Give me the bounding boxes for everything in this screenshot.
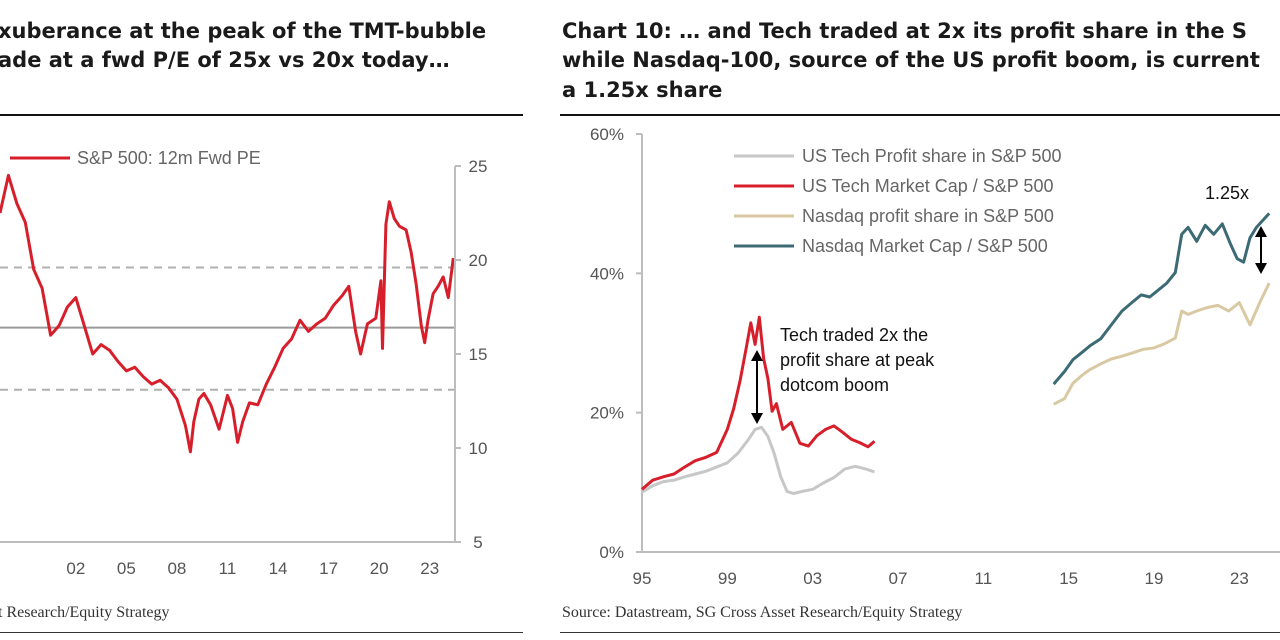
right-y-tick: 40% — [590, 264, 624, 283]
right-legend-label: US Tech Market Cap / S&P 500 — [802, 176, 1053, 196]
left-chart: 02 05 08 11 14 17 20 23 25 20 15 10 5 S&P 500: 12m F… — [0, 148, 488, 578]
tech-market-cap-line — [641, 315, 876, 491]
left-title-line-1: xuberance at the peak of the TMT-bubble — [0, 19, 487, 43]
right-x-tick: 07 — [889, 569, 908, 588]
nasdaq-arrow-head-up — [1255, 226, 1267, 237]
right-title-line-1: Chart 10: … and Tech traded at 2x its pr… — [562, 19, 1248, 43]
right-chart: 60% 40% 20% 0% 95 99 03 07 11 15 19 23 US Tech Prof… — [590, 125, 1280, 588]
right-title-rule — [560, 114, 1280, 116]
dotcom-arrow-head-down — [751, 413, 763, 424]
right-x-tick: 23 — [1230, 569, 1249, 588]
right-y-tick: 60% — [590, 125, 624, 144]
left-y-tick: 5 — [473, 533, 482, 552]
left-bottom-rule — [0, 632, 523, 633]
left-x-tick: 17 — [319, 559, 338, 578]
left-y-tick: 15 — [469, 345, 488, 364]
left-y-tick: 20 — [469, 251, 488, 270]
right-legend-label: Nasdaq profit share in S&P 500 — [802, 206, 1054, 226]
right-legend-label: Nasdaq Market Cap / S&P 500 — [802, 236, 1048, 256]
left-legend-label: S&P 500: 12m Fwd PE — [77, 148, 261, 168]
right-legend-label: US Tech Profit share in S&P 500 — [802, 146, 1061, 166]
right-x-tick: 95 — [633, 569, 652, 588]
right-y-tick: 20% — [590, 404, 624, 423]
left-y-tick: 25 — [469, 157, 488, 176]
annotation-ratio: 1.25x — [1205, 183, 1249, 203]
left-x-tick: 02 — [66, 559, 85, 578]
right-title-line-2: while Nasdaq-100, source of the US profi… — [562, 48, 1260, 72]
left-source: t Research/Equity Strategy — [0, 604, 170, 621]
right-x-tick: 99 — [718, 569, 737, 588]
left-y-tick: 10 — [469, 439, 488, 458]
nasdaq-profit-share-line — [1053, 282, 1271, 406]
right-bottom-rule — [560, 632, 1280, 633]
tech-profit-share-line — [641, 425, 875, 495]
nasdaq-market-cap-line — [1052, 212, 1271, 386]
pe-series-line — [0, 173, 455, 454]
right-x-tick: 15 — [1059, 569, 1078, 588]
left-title-rule — [0, 114, 523, 116]
annotation-line-2: profit share at peak — [780, 350, 935, 370]
annotation-line-3: dotcom boom — [780, 375, 889, 395]
left-x-tick: 05 — [117, 559, 136, 578]
left-x-tick: 20 — [370, 559, 389, 578]
left-x-tick: 11 — [219, 559, 237, 578]
right-source: Source: Datastream, SG Cross Asset Resea… — [562, 604, 963, 621]
right-x-tick: 03 — [803, 569, 822, 588]
right-x-tick: 19 — [1145, 569, 1164, 588]
right-y-tick: 0% — [599, 543, 624, 562]
annotation-line-1: Tech traded 2x the — [780, 325, 928, 345]
left-x-tick: 23 — [420, 559, 439, 578]
dotcom-arrow-head-up — [751, 350, 763, 361]
left-x-tick: 14 — [269, 559, 288, 578]
right-title-line-3: a 1.25x share — [562, 78, 723, 102]
left-x-tick: 08 — [167, 559, 186, 578]
nasdaq-arrow-head-down — [1255, 263, 1267, 274]
right-x-tick: 11 — [975, 569, 993, 588]
left-title-line-2: ade at a fwd P/E of 25x vs 20x today… — [0, 48, 450, 72]
